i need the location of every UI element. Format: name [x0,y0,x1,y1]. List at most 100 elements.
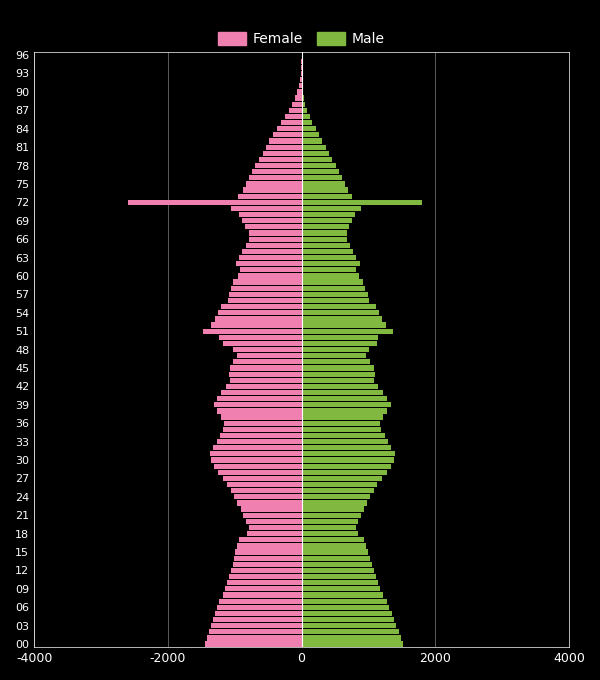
Bar [302,384,378,389]
Bar [231,568,302,573]
Bar [249,525,302,530]
Bar [239,212,302,217]
Bar [302,126,316,131]
Bar [239,537,302,543]
Bar [302,439,388,444]
Bar [238,543,302,549]
Bar [205,641,302,647]
Bar [215,611,302,616]
Bar [302,543,367,549]
Bar [302,212,355,217]
Bar [209,629,302,634]
Bar [242,218,302,223]
Bar [302,421,380,426]
Bar [302,458,394,462]
Bar [250,237,302,242]
Bar [302,95,304,101]
Bar [302,617,394,622]
Bar [220,335,302,340]
Bar [302,341,377,346]
Bar [218,310,302,316]
Bar [302,470,386,475]
Bar [238,194,302,199]
Bar [289,107,302,113]
Bar [229,574,302,579]
Bar [302,445,391,450]
Bar [302,452,395,456]
Bar [217,396,302,401]
Bar [302,145,326,150]
Bar [300,77,302,82]
Bar [224,586,302,592]
Bar [277,126,302,131]
Bar [302,574,376,579]
Bar [302,138,322,143]
Bar [302,310,379,316]
Bar [302,89,303,95]
Bar [302,500,367,505]
Bar [246,182,302,186]
Bar [217,605,302,610]
Bar [302,206,361,211]
Bar [229,292,302,297]
Bar [252,169,302,174]
Bar [302,629,398,634]
Bar [221,414,302,420]
Bar [214,445,302,450]
Bar [212,617,302,622]
Bar [302,390,383,395]
Bar [299,83,302,88]
Bar [302,292,368,297]
Bar [259,157,302,162]
Bar [302,519,358,524]
Bar [128,200,302,205]
Bar [231,206,302,211]
Bar [302,267,356,273]
Bar [302,273,359,279]
Bar [302,231,347,235]
Bar [238,353,302,358]
Bar [218,598,302,604]
Bar [302,182,345,186]
Bar [302,592,383,598]
Bar [281,120,302,125]
Bar [302,316,382,322]
Bar [302,243,350,248]
Bar [302,623,396,628]
Bar [230,377,302,383]
Bar [302,476,382,481]
Bar [302,163,335,168]
Bar [234,556,302,561]
Bar [302,371,375,377]
Bar [221,390,302,395]
Bar [235,549,302,555]
Bar [302,414,383,420]
Bar [302,635,401,641]
Bar [206,635,302,641]
Bar [238,500,302,505]
Bar [302,611,392,616]
Bar [302,322,386,328]
Bar [211,623,302,628]
Bar [232,286,302,291]
Bar [223,341,302,346]
Bar [218,470,302,475]
Bar [302,335,379,340]
Bar [292,101,302,107]
Bar [246,519,302,524]
Bar [302,488,374,493]
Bar [266,145,302,150]
Bar [295,95,302,101]
Bar [214,464,302,469]
Bar [217,408,302,413]
Bar [247,531,302,537]
Bar [240,267,302,273]
Bar [302,427,381,432]
Bar [269,138,302,143]
Bar [302,525,356,530]
Bar [301,71,302,76]
Bar [302,641,403,647]
Bar [227,482,302,487]
Bar [273,132,302,137]
Bar [242,249,302,254]
